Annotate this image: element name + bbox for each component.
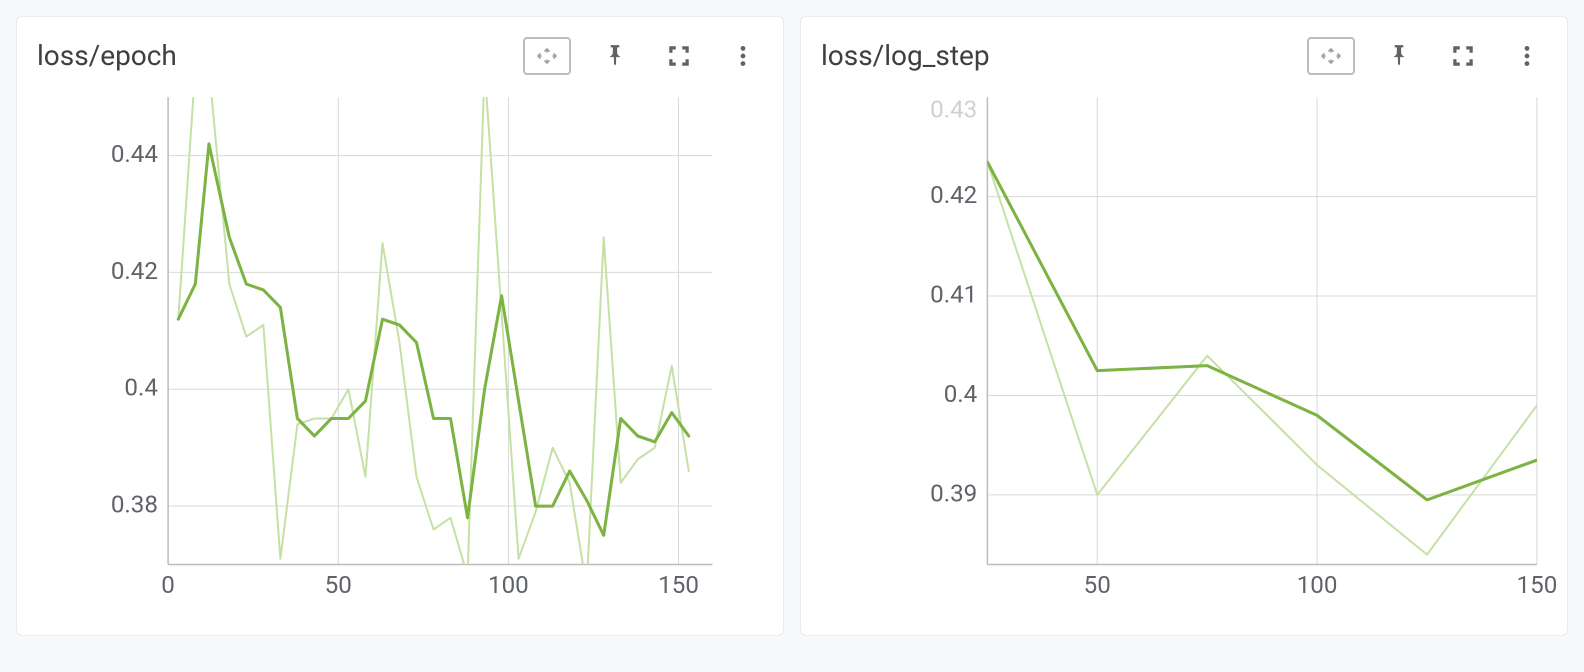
fullscreen-button[interactable]	[1443, 36, 1483, 76]
pan-icon	[533, 45, 561, 67]
pan-icon	[1317, 45, 1345, 67]
chart-card-loss-epoch: loss/epoch	[16, 16, 784, 636]
pin-icon	[602, 43, 628, 69]
chart-svg: 0.38 0.4 0.42 0.44 0 50 100 150	[37, 87, 763, 615]
fullscreen-icon	[666, 43, 692, 69]
pan-tool-button[interactable]	[523, 37, 571, 75]
card-header: loss/log_step	[801, 17, 1567, 87]
fullscreen-button[interactable]	[659, 36, 699, 76]
svg-text:0.42: 0.42	[930, 180, 977, 209]
card-title: loss/epoch	[37, 39, 523, 72]
svg-text:0.4: 0.4	[124, 372, 158, 401]
more-vert-icon	[1514, 43, 1540, 69]
svg-text:150: 150	[1517, 570, 1558, 599]
svg-text:0.38: 0.38	[111, 489, 158, 518]
svg-text:50: 50	[1084, 570, 1111, 599]
card-toolbar	[523, 36, 771, 76]
svg-text:100: 100	[488, 570, 529, 599]
svg-text:0.44: 0.44	[111, 139, 159, 168]
svg-text:0.4: 0.4	[944, 379, 978, 408]
pin-icon	[1386, 43, 1412, 69]
card-toolbar	[1307, 36, 1555, 76]
card-title: loss/log_step	[821, 39, 1307, 72]
charts-container: loss/epoch	[0, 0, 1584, 652]
pin-button[interactable]	[595, 36, 635, 76]
svg-text:0.42: 0.42	[111, 255, 158, 284]
chart-plot-area[interactable]: 0.38 0.4 0.42 0.44 0 50 100 150	[17, 87, 783, 635]
chart-svg: 0.390.40.410.420.4350100150	[821, 87, 1547, 615]
more-vert-icon	[730, 43, 756, 69]
svg-text:100: 100	[1297, 570, 1338, 599]
more-button[interactable]	[1507, 36, 1547, 76]
more-button[interactable]	[723, 36, 763, 76]
svg-text:50: 50	[325, 570, 352, 599]
chart-card-loss-logstep: loss/log_step	[800, 16, 1568, 636]
pan-tool-button[interactable]	[1307, 37, 1355, 75]
svg-text:0.39: 0.39	[930, 478, 977, 507]
fullscreen-icon	[1450, 43, 1476, 69]
svg-text:0: 0	[161, 570, 175, 599]
svg-text:0.41: 0.41	[930, 279, 977, 308]
pin-button[interactable]	[1379, 36, 1419, 76]
card-header: loss/epoch	[17, 17, 783, 87]
svg-text:150: 150	[658, 570, 699, 599]
svg-text:0.43: 0.43	[930, 94, 977, 123]
chart-plot-area[interactable]: 0.39 0.4 0.41 0.42 0.43 50 100 150	[801, 87, 1567, 635]
